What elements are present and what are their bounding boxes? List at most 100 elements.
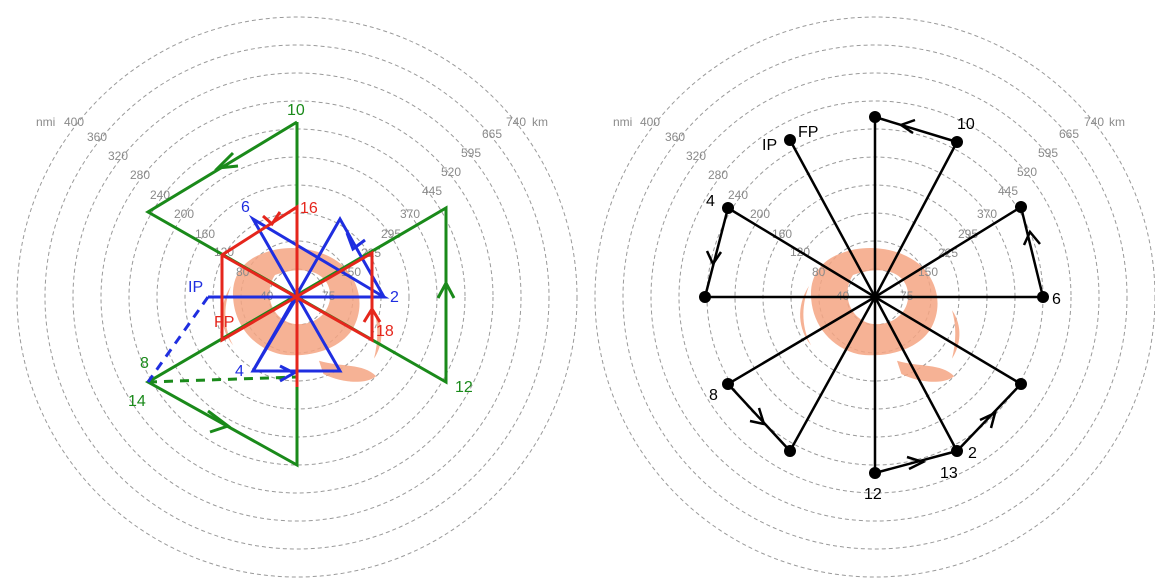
direction-arrow: [906, 455, 927, 471]
green-flight-pattern: [144, 120, 456, 468]
nmi-unit-label: nmi: [36, 115, 55, 129]
red-flight-pattern: [220, 204, 382, 387]
ring: [44, 44, 550, 550]
spoke: [874, 205, 1022, 299]
waypoint-dot: [699, 291, 711, 303]
direction-arrow: [1022, 229, 1041, 246]
km-unit-label: km: [1109, 115, 1125, 129]
blue-dashed-leg: [146, 296, 210, 383]
blue-arrow: [279, 364, 298, 383]
waypoint-dot: [869, 467, 881, 479]
direction-arrow: [749, 407, 766, 426]
perimeter-leg: [874, 115, 958, 144]
waypoint-dot: [1015, 201, 1027, 213]
ring: [100, 100, 494, 494]
waypoint-dot: [951, 445, 963, 457]
km-tick: 665: [482, 127, 502, 141]
waypoint-label-4: 4: [706, 193, 715, 210]
waypoint-label-10: 10: [957, 116, 975, 133]
waypoint-label-18: 18: [376, 323, 394, 340]
nmi-tick: 360: [665, 130, 685, 144]
km-tick: 445: [422, 184, 442, 198]
perimeter-leg: [727, 383, 791, 452]
spoke: [788, 139, 877, 298]
km-scale-right: 75 150 225 295 370 445 520 595 665 740 k…: [900, 115, 1125, 303]
km-tick: 520: [441, 165, 461, 179]
green-arrow: [213, 151, 239, 170]
nmi-tick: 240: [728, 188, 748, 202]
nmi-unit-label: nmi: [613, 115, 632, 129]
nmi-tick: 280: [708, 168, 728, 182]
km-unit-label: km: [532, 115, 548, 129]
spoke: [788, 296, 877, 452]
right-panel: 40 80 120 160 200 240 280 320 360 400 nm…: [594, 16, 1155, 578]
ring: [594, 16, 1155, 578]
km-tick: 445: [998, 184, 1018, 198]
km-tick: 370: [977, 207, 997, 221]
km-tick: 740: [1084, 115, 1104, 129]
waypoint-dot: [722, 378, 734, 390]
blue-track: [208, 214, 390, 373]
ring: [72, 72, 522, 522]
km-tick: 520: [1017, 165, 1037, 179]
waypoint-label-2: 2: [390, 289, 399, 306]
perimeter-leg: [874, 449, 958, 475]
km-tick: 595: [1038, 146, 1058, 160]
direction-arrow: [898, 118, 916, 135]
nmi-tick: 160: [195, 227, 215, 241]
red-track: [220, 204, 374, 387]
waypoint-dot: [784, 445, 796, 457]
nmi-tick: 240: [150, 188, 170, 202]
blue-track: [251, 296, 299, 372]
waypoint-label-12: 12: [864, 486, 882, 503]
km-tick: 740: [506, 115, 526, 129]
waypoint-label-4: 4: [235, 363, 244, 380]
spoke: [873, 296, 959, 452]
red-arrow: [362, 306, 382, 323]
waypoint-label-2: 2: [968, 445, 977, 462]
nmi-tick: 80: [812, 265, 826, 279]
waypoint-dot: [1037, 291, 1049, 303]
ring: [16, 16, 578, 578]
ring: [678, 100, 1072, 494]
nmi-tick: 400: [64, 115, 84, 129]
waypoint-label-8: 8: [140, 355, 149, 372]
km-tick: 150: [918, 265, 938, 279]
waypoint-label-14: 14: [128, 393, 146, 410]
black-flight-pattern: [703, 115, 1045, 475]
nmi-tick: 280: [130, 168, 150, 182]
waypoint-label-8: 8: [709, 387, 718, 404]
ring: [622, 44, 1128, 550]
km-tick: 665: [1059, 127, 1079, 141]
perimeter-leg: [703, 207, 730, 298]
waypoint-label-16: 16: [300, 200, 318, 217]
spoke: [727, 206, 876, 299]
km-tick: 370: [400, 207, 420, 221]
waypoint-dot: [1015, 378, 1027, 390]
blue-flight-pattern: [208, 214, 390, 383]
nmi-tick: 320: [686, 149, 706, 163]
nmi-tick: 360: [87, 130, 107, 144]
spoke: [873, 141, 959, 298]
perimeter-leg: [956, 383, 1022, 452]
nmi-tick: 200: [750, 207, 770, 221]
final-point-label: FP: [798, 124, 818, 141]
nmi-tick: 320: [108, 149, 128, 163]
perimeter-leg: [1019, 206, 1045, 298]
final-point-label: FP: [214, 314, 234, 331]
initial-point-label: IP: [188, 279, 203, 296]
spoke: [727, 295, 876, 386]
green-arrow: [207, 409, 232, 434]
nmi-tick: 400: [640, 115, 660, 129]
left-panel: 40 80 120 160 200 240 280 320 360 400 nm…: [16, 16, 578, 578]
green-arrow: [436, 279, 456, 299]
waypoint-dot: [869, 111, 881, 123]
km-tick: 595: [461, 146, 481, 160]
nmi-tick: 160: [772, 227, 792, 241]
waypoint-label-6: 6: [1052, 291, 1061, 308]
direction-arrow: [979, 410, 997, 429]
nmi-scale-right: 40 80 120 160 200 240 280 320 360 400 nm…: [613, 115, 850, 303]
spoke: [874, 295, 1022, 386]
waypoint-dot: [951, 136, 963, 148]
